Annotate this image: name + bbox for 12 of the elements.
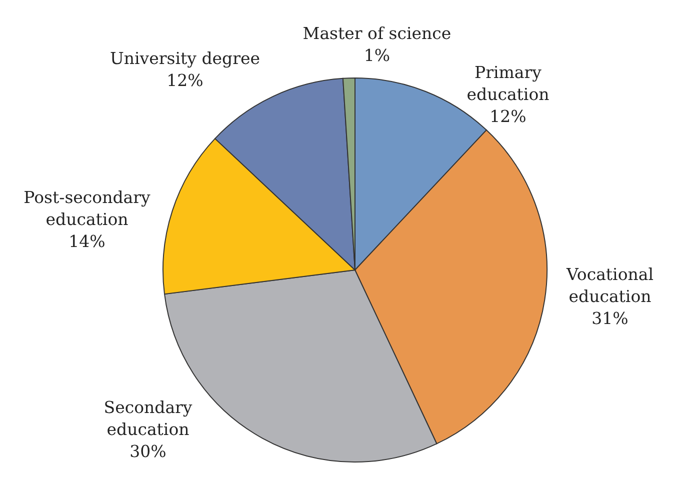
- data-label: 1%: [364, 46, 390, 65]
- data-label: 12%: [490, 107, 526, 126]
- slice-label: Primary education: [466, 63, 550, 104]
- data-label: 30%: [130, 442, 166, 461]
- slice-label: Vocational education: [566, 265, 654, 306]
- slice-label: University degree: [110, 49, 260, 68]
- data-label: 12%: [166, 71, 204, 90]
- slice-label: Post-secondary education: [24, 188, 152, 229]
- data-label: 31%: [592, 309, 628, 328]
- data-label: 14%: [68, 232, 106, 251]
- slice-label: Master of science: [302, 24, 452, 43]
- slice-label: Secondary education: [104, 398, 193, 439]
